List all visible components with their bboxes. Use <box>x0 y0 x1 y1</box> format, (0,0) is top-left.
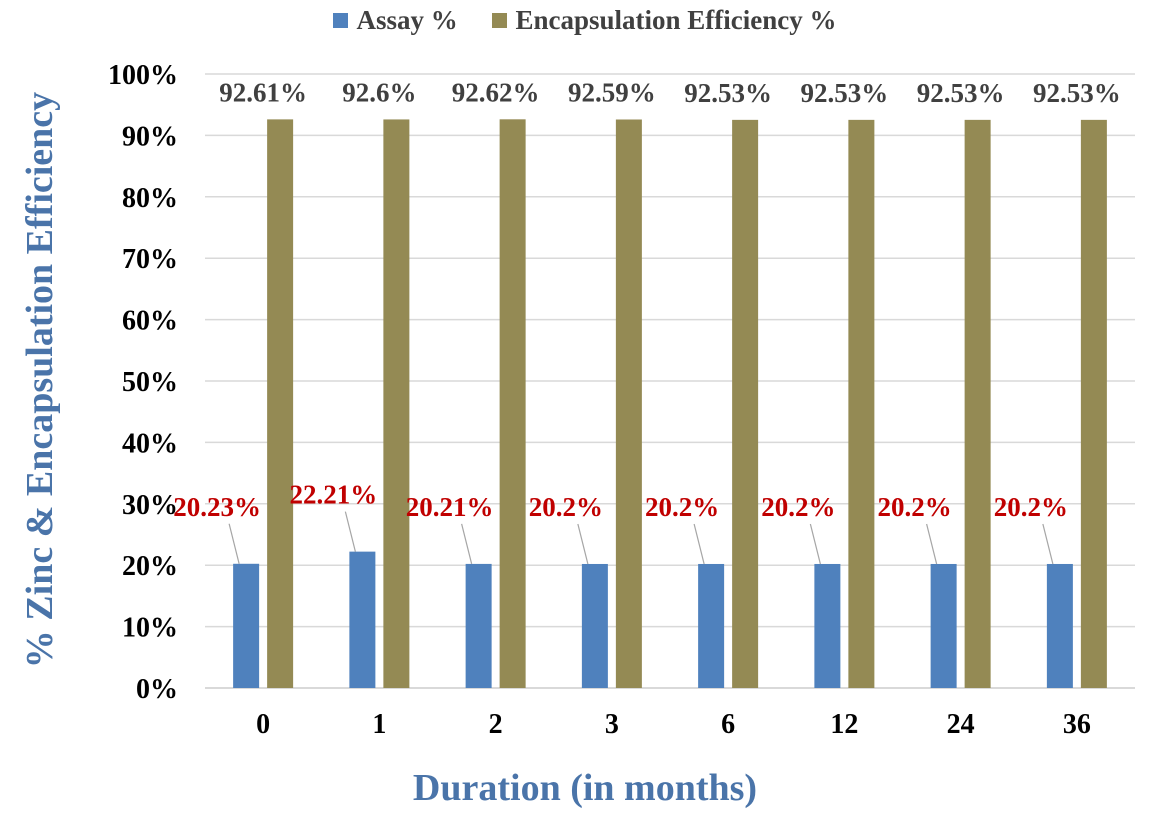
x-tick-label: 12 <box>830 709 858 740</box>
bar-assay <box>931 564 957 688</box>
x-tick-label: 0 <box>256 709 270 740</box>
y-tick-label: 100% <box>108 60 178 91</box>
bar-encapsulation <box>1081 120 1107 688</box>
y-tick-label: 40% <box>122 428 178 459</box>
bar-encapsulation <box>848 120 874 688</box>
leader-line <box>229 524 239 564</box>
bar-encapsulation <box>267 119 293 688</box>
leader-line <box>1043 524 1053 564</box>
x-tick-label: 2 <box>489 709 503 740</box>
y-tick-label: 90% <box>122 121 178 152</box>
data-label-assay: 20.2% <box>529 492 603 522</box>
bar-assay <box>1047 564 1073 688</box>
y-tick-label: 30% <box>122 490 178 521</box>
y-tick-label: 20% <box>122 551 178 582</box>
bar-encapsulation <box>732 120 758 688</box>
x-tick-label: 3 <box>605 709 619 740</box>
bar-assay <box>233 564 259 688</box>
y-tick-label: 10% <box>122 613 178 644</box>
data-label-assay: 20.2% <box>645 492 719 522</box>
leader-line <box>345 512 355 552</box>
leader-line <box>694 524 704 564</box>
bar-encapsulation <box>965 120 991 688</box>
y-tick-label: 80% <box>122 183 178 214</box>
bar-encapsulation <box>500 119 526 688</box>
y-tick-label: 0% <box>136 674 178 705</box>
leader-line <box>462 524 472 564</box>
data-label-assay: 20.21% <box>406 492 494 522</box>
data-label-encapsulation: 92.62% <box>452 77 540 107</box>
x-tick-label: 24 <box>947 709 975 740</box>
bar-encapsulation <box>616 119 642 688</box>
data-label-encapsulation: 92.53% <box>1033 78 1121 108</box>
x-tick-label: 36 <box>1063 709 1091 740</box>
bar-assay <box>582 564 608 688</box>
data-label-encapsulation: 92.53% <box>801 78 889 108</box>
data-label-assay: 20.2% <box>878 492 952 522</box>
bar-assay <box>698 564 724 688</box>
data-label-encapsulation: 92.61% <box>219 77 307 107</box>
bar-encapsulation <box>383 119 409 688</box>
bar-assay <box>349 552 375 688</box>
data-label-assay: 22.21% <box>290 480 378 510</box>
data-label-assay: 20.23% <box>173 492 261 522</box>
y-tick-label: 70% <box>122 244 178 275</box>
data-label-encapsulation: 92.59% <box>568 77 656 107</box>
data-label-encapsulation: 92.53% <box>684 78 772 108</box>
bar-assay <box>466 564 492 688</box>
x-tick-label: 6 <box>721 709 735 740</box>
y-tick-label: 60% <box>122 306 178 337</box>
leader-line <box>927 524 937 564</box>
data-label-encapsulation: 92.6% <box>342 77 416 107</box>
data-label-assay: 20.2% <box>761 492 835 522</box>
bar-assay <box>814 564 840 688</box>
x-tick-label: 1 <box>372 709 386 740</box>
leader-line <box>810 524 820 564</box>
leader-line <box>578 524 588 564</box>
data-label-assay: 20.2% <box>994 492 1068 522</box>
y-tick-label: 50% <box>122 367 178 398</box>
data-label-encapsulation: 92.53% <box>917 78 1005 108</box>
